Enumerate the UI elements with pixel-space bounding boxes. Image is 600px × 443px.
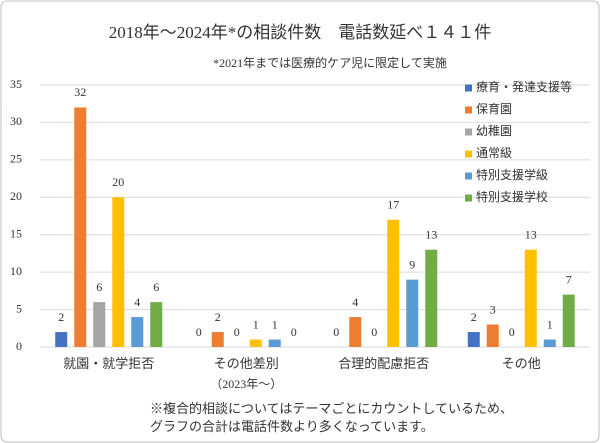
bar xyxy=(562,294,575,347)
footnote: ※複合的相談についてはテーマごとにカウントしているため、 xyxy=(150,401,513,416)
y-tick-label: 25 xyxy=(10,152,22,166)
x-tick-label: 就園・就学拒否 xyxy=(63,356,154,371)
legend-swatch xyxy=(465,172,472,180)
bar xyxy=(74,107,87,347)
data-label: 32 xyxy=(74,85,86,99)
footnote: グラフの合計は電話件数より多くなっています。 xyxy=(150,419,434,434)
data-label: 7 xyxy=(566,272,572,286)
data-label: 4 xyxy=(352,295,358,309)
data-label: 1 xyxy=(253,317,259,331)
bar xyxy=(55,332,68,347)
data-label: 6 xyxy=(153,280,159,294)
legend-label: 療育・発達支援等 xyxy=(476,79,572,94)
data-label: 0 xyxy=(333,325,339,339)
legend-swatch xyxy=(465,106,472,114)
legend-swatch xyxy=(465,84,472,92)
y-tick-label: 35 xyxy=(10,77,22,91)
y-tick-label: 20 xyxy=(10,189,22,203)
chart-subtitle: *2021年までは医療的ケア児に限定して実施 xyxy=(213,55,447,70)
y-tick-label: 5 xyxy=(16,301,22,315)
data-label: 4 xyxy=(134,295,140,309)
chart-title: 2018年～2024年*の相談件数 電話数延べ１４１件 xyxy=(109,23,492,42)
bar xyxy=(349,317,362,347)
data-label: 20 xyxy=(112,175,124,189)
bar xyxy=(211,332,224,347)
data-label: 13 xyxy=(425,227,437,241)
data-label: 9 xyxy=(409,257,415,271)
bar xyxy=(406,279,419,347)
data-label: 13 xyxy=(525,227,537,241)
bar xyxy=(249,339,262,347)
bar xyxy=(486,324,499,347)
data-label: 2 xyxy=(471,310,477,324)
data-label: 2 xyxy=(215,310,221,324)
legend-swatch xyxy=(465,128,472,136)
bar xyxy=(524,249,537,347)
data-label: 0 xyxy=(196,325,202,339)
data-label: 1 xyxy=(547,317,553,331)
legend-swatch xyxy=(465,150,472,158)
legend-swatch xyxy=(465,194,472,202)
bar xyxy=(131,317,144,347)
bar xyxy=(150,302,163,347)
legend-label: 特別支援学級 xyxy=(476,167,548,182)
data-label: 0 xyxy=(291,325,297,339)
data-label: 3 xyxy=(490,302,496,316)
y-tick-label: 10 xyxy=(10,264,22,278)
y-tick-label: 0 xyxy=(16,339,22,353)
x-tick-sublabel: （2023年～） xyxy=(210,377,282,391)
bar xyxy=(467,332,480,347)
data-label: 17 xyxy=(387,197,399,211)
data-label: 0 xyxy=(234,325,240,339)
y-tick-label: 30 xyxy=(10,114,22,128)
legend-label: 通常級 xyxy=(476,146,512,160)
data-label: 0 xyxy=(371,325,377,339)
data-label: 2 xyxy=(58,310,64,324)
data-label: 0 xyxy=(509,325,515,339)
bar xyxy=(93,302,106,347)
bar xyxy=(425,249,438,347)
y-tick-label: 15 xyxy=(10,226,22,240)
data-label: 1 xyxy=(272,317,278,331)
x-tick-label: その他差別 xyxy=(214,356,279,371)
legend-label: 保育園 xyxy=(476,101,512,116)
bar xyxy=(543,339,556,347)
bar xyxy=(112,197,125,347)
data-label: 6 xyxy=(96,280,102,294)
bar xyxy=(268,339,281,347)
bar xyxy=(387,219,400,347)
legend-label: 幼稚園 xyxy=(476,124,512,138)
x-tick-label: 合理的配慮拒否 xyxy=(338,356,429,371)
x-tick-label: その他 xyxy=(502,356,541,371)
legend-label: 特別支援学校 xyxy=(476,189,548,204)
